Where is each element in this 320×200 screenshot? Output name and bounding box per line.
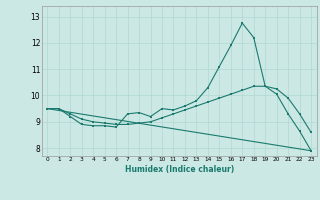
X-axis label: Humidex (Indice chaleur): Humidex (Indice chaleur)	[124, 165, 234, 174]
